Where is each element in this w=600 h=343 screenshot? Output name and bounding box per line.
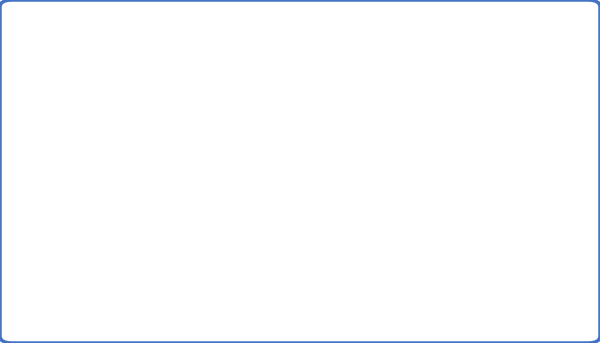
Text: Egg concentrations: Egg concentrations: [200, 73, 415, 93]
Text: ng/g wet wt.: ng/g wet wt.: [186, 126, 308, 145]
Text: 117 - 670: 117 - 670: [353, 287, 447, 306]
Text: 95% CI: 95% CI: [378, 126, 447, 145]
Text: 21.9: 21.9: [264, 240, 308, 260]
Text: Chemical: Chemical: [112, 126, 203, 145]
Text: 98.9 – 608: 98.9 – 608: [344, 194, 447, 213]
Text: -: -: [440, 240, 447, 260]
Text: 346.9: 346.9: [252, 287, 308, 306]
Text: Other PFCs: Other PFCs: [112, 240, 220, 260]
Text: 245.2: 245.2: [251, 194, 308, 213]
Text: Σ PBDEs: Σ PBDEs: [112, 287, 193, 306]
Text: PFOS: PFOS: [112, 194, 163, 213]
